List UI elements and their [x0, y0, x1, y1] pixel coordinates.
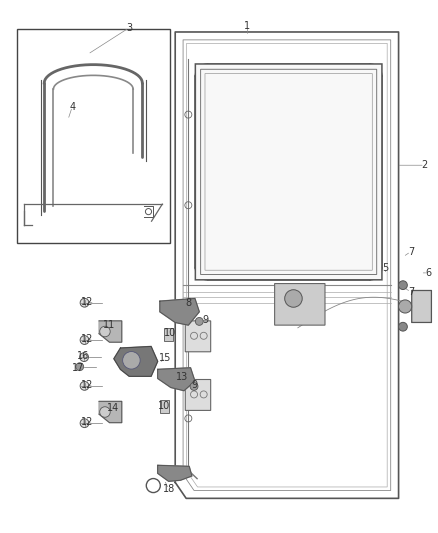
Text: 18: 18	[162, 484, 175, 494]
Polygon shape	[160, 298, 199, 325]
Text: 14: 14	[107, 403, 119, 413]
Circle shape	[195, 318, 203, 325]
Text: 11: 11	[102, 320, 115, 330]
Circle shape	[80, 336, 89, 344]
Bar	[160, 400, 169, 413]
Text: 3: 3	[126, 23, 132, 33]
Circle shape	[123, 352, 140, 369]
Circle shape	[80, 298, 89, 307]
Text: 12: 12	[81, 297, 93, 306]
Circle shape	[399, 281, 407, 289]
Text: 2: 2	[422, 160, 428, 170]
Polygon shape	[114, 346, 158, 376]
Polygon shape	[99, 401, 122, 423]
Circle shape	[100, 326, 110, 337]
Text: 4: 4	[69, 102, 75, 111]
Polygon shape	[158, 368, 195, 391]
Polygon shape	[99, 321, 122, 342]
Circle shape	[100, 407, 110, 417]
Text: 16: 16	[77, 351, 89, 361]
Text: 10: 10	[164, 328, 176, 338]
FancyBboxPatch shape	[412, 290, 431, 322]
Text: 15: 15	[159, 353, 172, 363]
Text: 10: 10	[158, 401, 170, 411]
Circle shape	[399, 300, 412, 313]
Text: 7: 7	[408, 287, 414, 297]
Circle shape	[399, 322, 407, 331]
Text: 5: 5	[382, 263, 389, 272]
FancyBboxPatch shape	[185, 379, 211, 410]
Text: 8: 8	[185, 298, 191, 308]
Text: 13: 13	[176, 372, 188, 382]
Bar	[164, 328, 173, 341]
Text: 12: 12	[81, 380, 93, 390]
Text: 6: 6	[425, 268, 431, 278]
Circle shape	[80, 419, 89, 427]
FancyBboxPatch shape	[195, 64, 382, 280]
Text: 7: 7	[408, 247, 414, 256]
Circle shape	[190, 383, 198, 390]
Circle shape	[80, 382, 89, 390]
Text: 1: 1	[244, 21, 251, 30]
Text: 12: 12	[81, 334, 93, 344]
FancyBboxPatch shape	[185, 321, 211, 352]
Circle shape	[76, 363, 84, 370]
Polygon shape	[158, 465, 192, 481]
Text: 9: 9	[202, 315, 208, 325]
Circle shape	[80, 353, 88, 361]
Text: 12: 12	[81, 417, 93, 427]
Circle shape	[285, 290, 302, 307]
Text: 17: 17	[72, 363, 84, 373]
Bar	[17, 29, 170, 243]
FancyBboxPatch shape	[275, 284, 325, 325]
Text: 9: 9	[192, 380, 198, 390]
